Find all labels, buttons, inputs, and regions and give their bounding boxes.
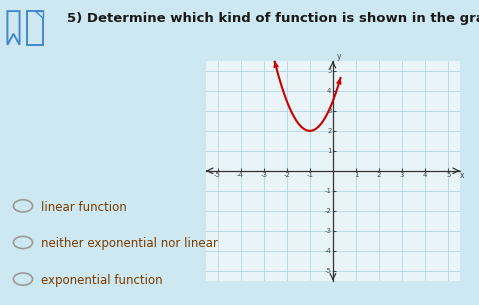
Text: linear function: linear function: [41, 201, 126, 214]
Text: neither exponential nor linear: neither exponential nor linear: [41, 238, 217, 250]
Text: 5) Determine which kind of function is shown in the graph.: 5) Determine which kind of function is s…: [67, 12, 479, 25]
Polygon shape: [35, 11, 43, 18]
Text: y: y: [336, 52, 341, 61]
Text: exponential function: exponential function: [41, 274, 162, 287]
Text: x: x: [460, 171, 465, 180]
